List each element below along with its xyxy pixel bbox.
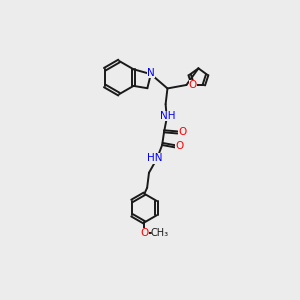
Text: O: O [178, 127, 186, 137]
Text: N: N [147, 68, 155, 78]
Text: O: O [189, 80, 197, 90]
Text: NH: NH [160, 111, 176, 121]
Text: O: O [140, 228, 148, 238]
Text: HN: HN [146, 153, 162, 164]
Text: O: O [175, 141, 184, 151]
Text: CH₃: CH₃ [151, 228, 169, 238]
